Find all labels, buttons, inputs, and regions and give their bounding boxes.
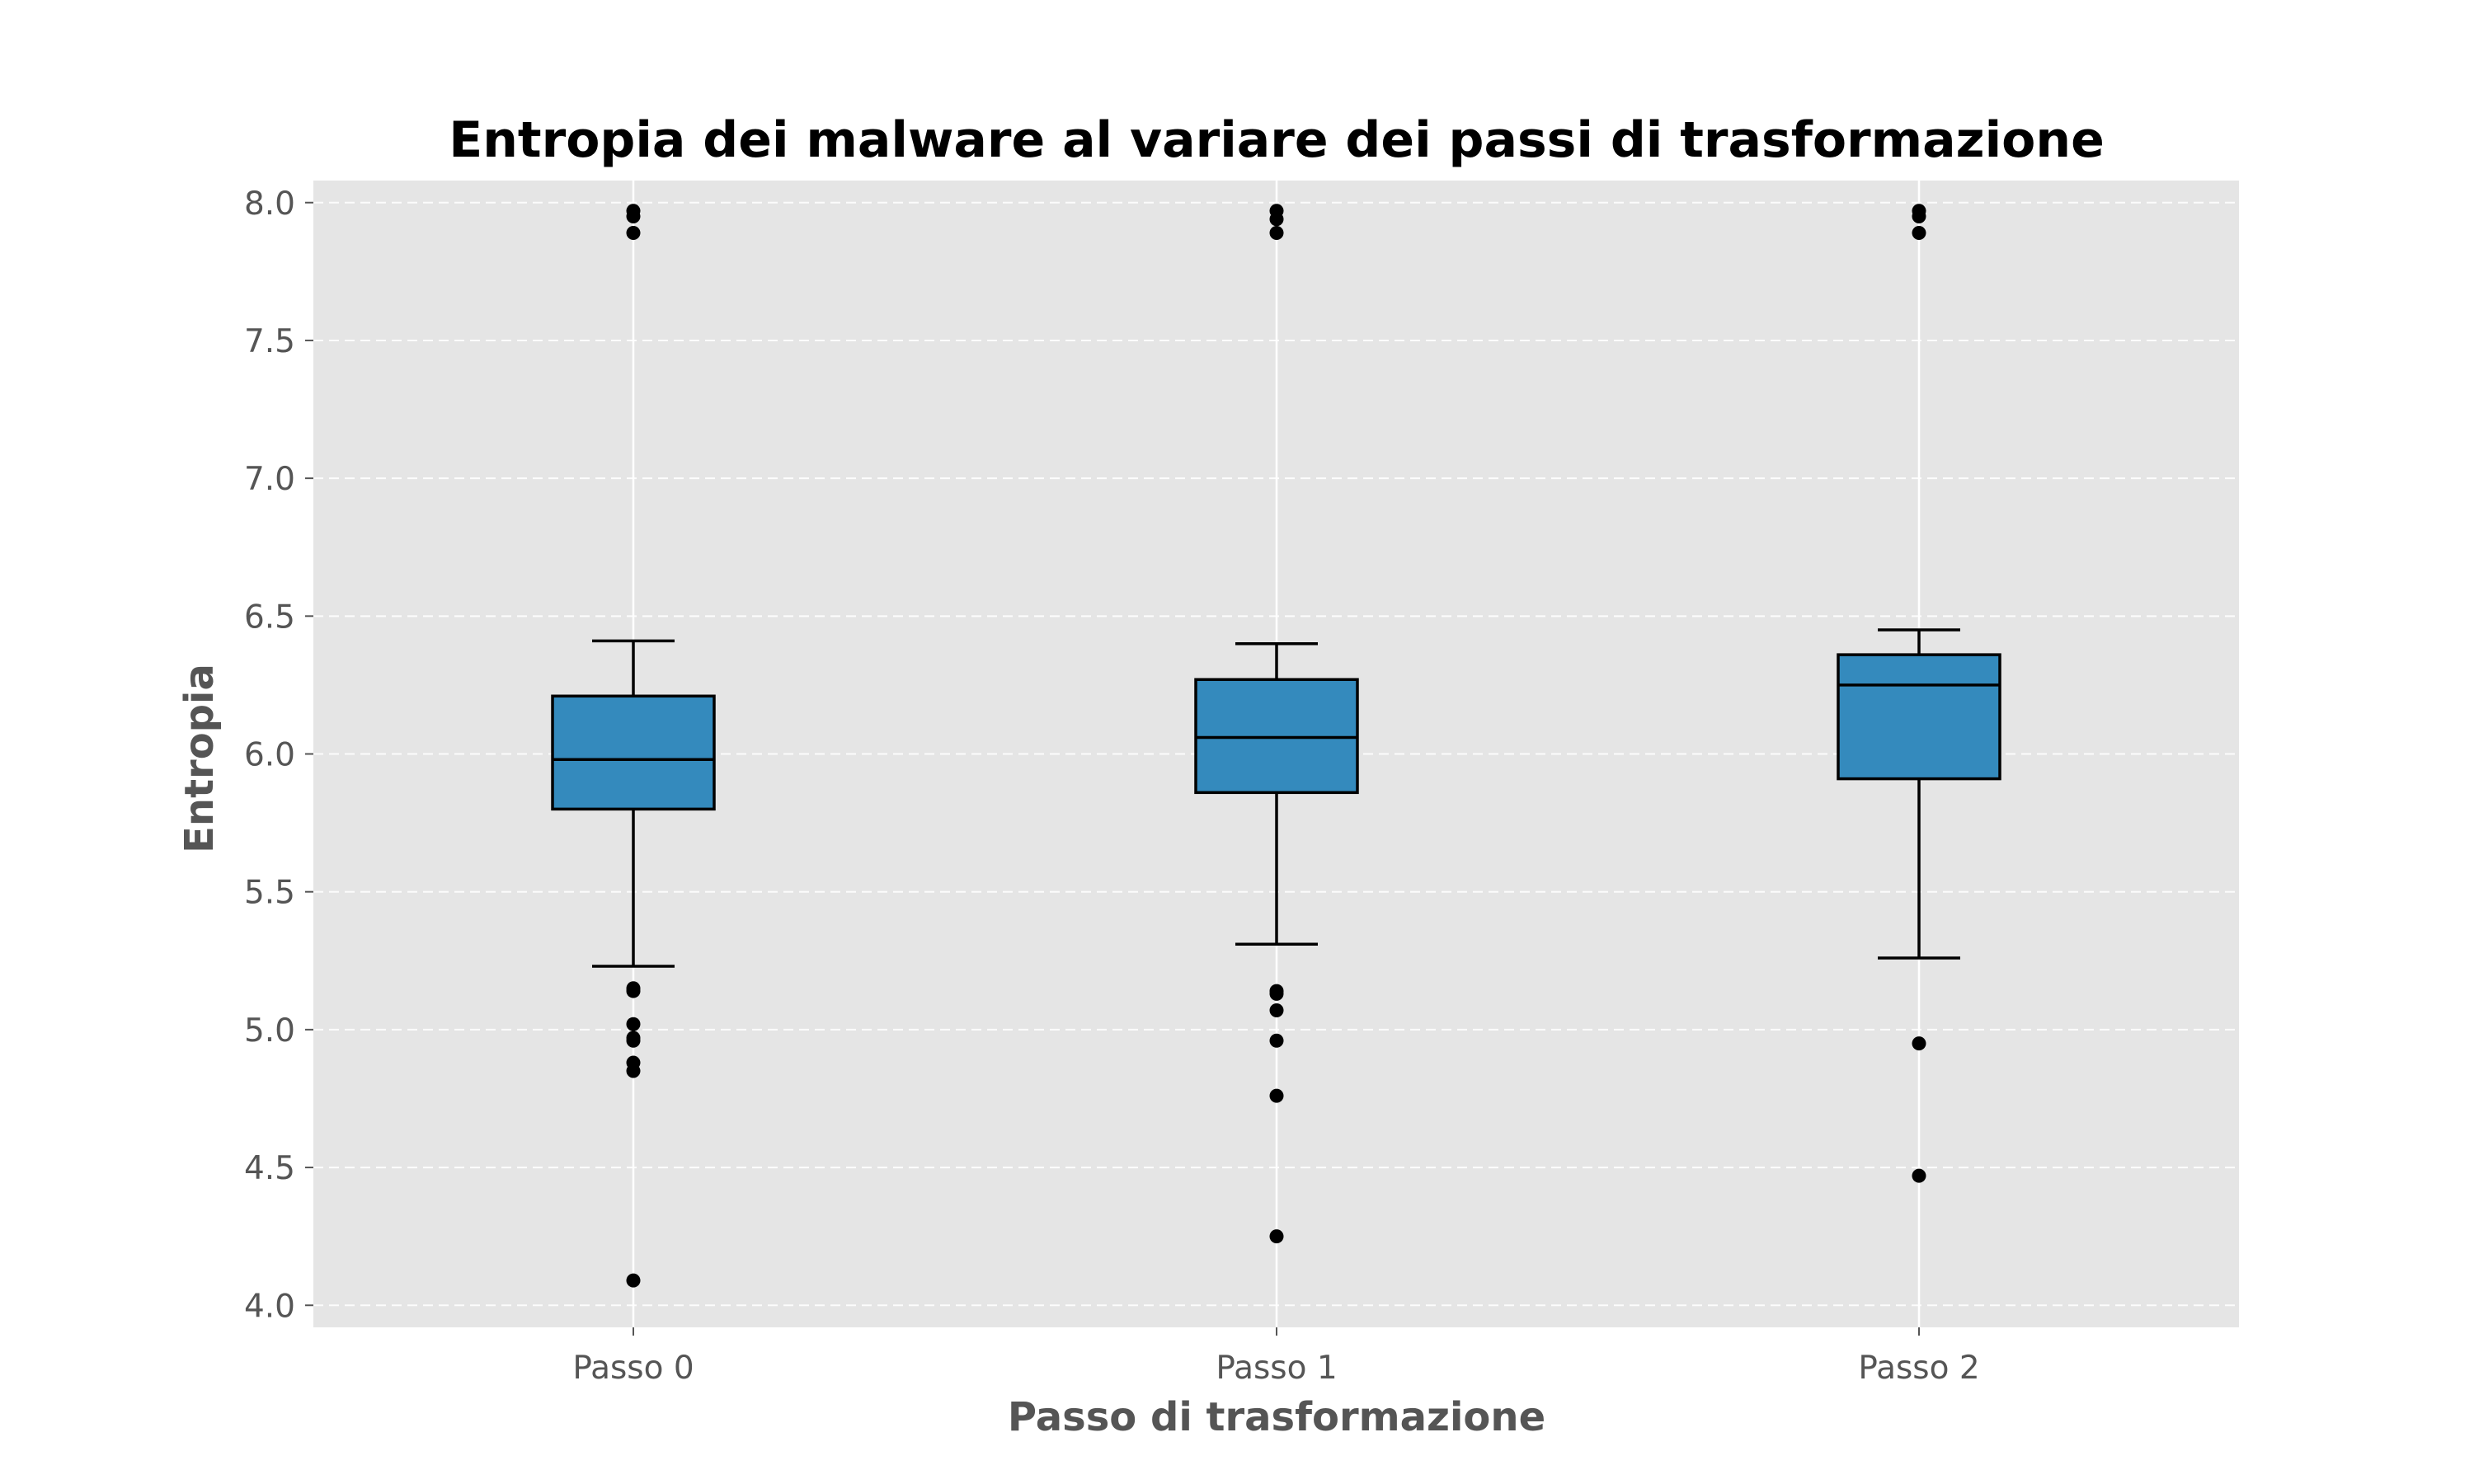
y-tick-label: 4.0 <box>244 1288 295 1325</box>
y-tick-label: 5.0 <box>244 1012 295 1050</box>
outlier-point <box>1269 1088 1284 1103</box>
x-axis-label: Passo di trasformazione <box>1008 1394 1545 1440</box>
outlier-point <box>626 226 641 241</box>
x-tick-label: Passo 0 <box>572 1350 694 1387</box>
outlier-point <box>1269 1033 1284 1048</box>
box-1 <box>1194 204 1359 1244</box>
outlier-point <box>626 1017 641 1031</box>
y-axis-label: Entropia <box>176 664 223 853</box>
y-tick-label: 5.5 <box>244 875 295 912</box>
outlier-point <box>626 204 641 218</box>
outlier-point <box>1269 226 1284 241</box>
box-0 <box>551 204 716 1288</box>
y-tick-label: 4.5 <box>244 1150 295 1187</box>
outlier-point <box>626 1273 641 1288</box>
outlier-point <box>626 981 641 996</box>
outlier-point <box>626 1031 641 1045</box>
y-tick-label: 6.5 <box>244 599 295 636</box>
outlier-point <box>626 1064 641 1078</box>
box-2 <box>1837 204 2001 1183</box>
x-tick-label: Passo 2 <box>1858 1350 1979 1387</box>
outlier-point <box>1269 1229 1284 1244</box>
outlier-point <box>1912 226 1926 241</box>
y-tick-label: 7.5 <box>244 323 295 360</box>
outlier-point <box>1912 1036 1926 1051</box>
y-tick-label: 7.0 <box>244 461 295 498</box>
x-tick-label: Passo 1 <box>1216 1350 1337 1387</box>
iqr-box <box>1837 653 2001 781</box>
outlier-point <box>1269 204 1284 218</box>
chart-title: Entropia dei malware al variare dei pass… <box>449 111 2105 169</box>
boxes <box>551 204 2001 1288</box>
y-tick-label: 8.0 <box>244 186 295 223</box>
outlier-point <box>1912 1168 1926 1183</box>
y-tick-label: 6.0 <box>244 737 295 774</box>
outlier-point <box>1912 204 1926 218</box>
y-axis-ticks: 4.0 4.5 5.0 5.5 6.0 6.5 7.0 7.5 8.0 <box>244 186 313 1325</box>
outlier-point <box>1269 984 1284 998</box>
iqr-box <box>551 694 716 811</box>
x-axis-ticks: Passo 0 Passo 1 Passo 2 <box>572 1327 1980 1387</box>
outlier-point <box>1269 1003 1284 1017</box>
